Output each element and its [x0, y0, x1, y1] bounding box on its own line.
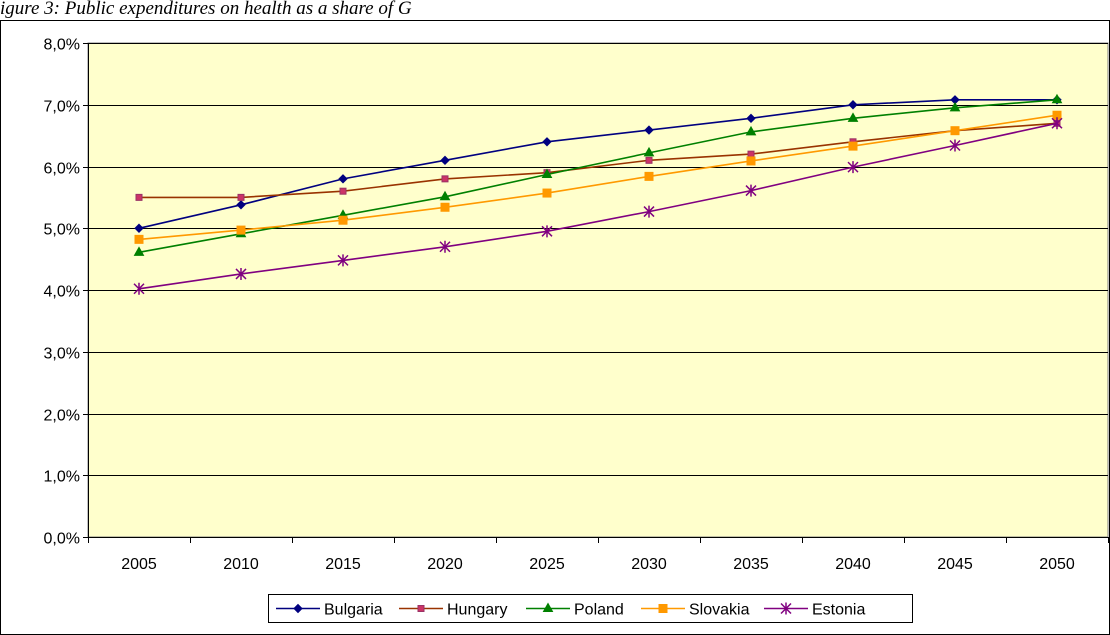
y-tick-label: 7,0%: [44, 99, 80, 116]
data-point-slovakia: [441, 203, 449, 211]
data-point-slovakia: [135, 235, 143, 243]
y-tick-label: 2,0%: [44, 408, 80, 425]
data-point-slovakia: [645, 172, 653, 180]
legend-label-slovakia: Slovakia: [689, 602, 750, 619]
legend-label-hungary: Hungary: [447, 602, 507, 619]
legend-label-poland: Poland: [574, 602, 624, 619]
y-tick-label: 0,0%: [44, 531, 80, 548]
legend-label-bulgaria: Bulgaria: [324, 602, 383, 619]
data-point-hungary: [340, 188, 346, 194]
x-tick-label: 2040: [835, 556, 871, 573]
data-point-hungary: [442, 176, 448, 182]
data-point-slovakia: [747, 157, 755, 165]
x-tick-label: 2050: [1039, 556, 1075, 573]
legend: Bulgaria Hungary Poland Slovakia Estonia: [269, 595, 913, 623]
y-tick-label: 3,0%: [44, 346, 80, 363]
y-tick-label: 6,0%: [44, 161, 80, 178]
data-point-slovakia: [951, 127, 959, 135]
y-tick-label: 1,0%: [44, 469, 80, 486]
x-tick-label: 2005: [121, 556, 157, 573]
x-tick-label: 2010: [223, 556, 259, 573]
y-tick-label: 4,0%: [44, 284, 80, 301]
x-tick-label: 2025: [529, 556, 565, 573]
legend-marker-hungary: [418, 606, 424, 612]
y-tick-label: 8,0%: [44, 37, 80, 54]
x-tick-label: 2045: [937, 556, 973, 573]
data-point-slovakia: [543, 189, 551, 197]
data-point-slovakia: [237, 226, 245, 234]
data-point-slovakia: [339, 216, 347, 224]
x-tick-label: 2035: [733, 556, 769, 573]
x-tick-label: 2030: [631, 556, 667, 573]
x-tick-label: 2020: [427, 556, 463, 573]
legend-label-estonia: Estonia: [812, 602, 865, 619]
data-point-hungary: [646, 157, 652, 163]
data-point-hungary: [748, 151, 754, 157]
y-tick-label: 5,0%: [44, 222, 80, 239]
legend-marker-slovakia: [659, 605, 667, 613]
x-tick-label: 2015: [325, 556, 361, 573]
data-point-hungary: [238, 194, 244, 200]
data-point-slovakia: [849, 142, 857, 150]
data-point-hungary: [136, 194, 142, 200]
